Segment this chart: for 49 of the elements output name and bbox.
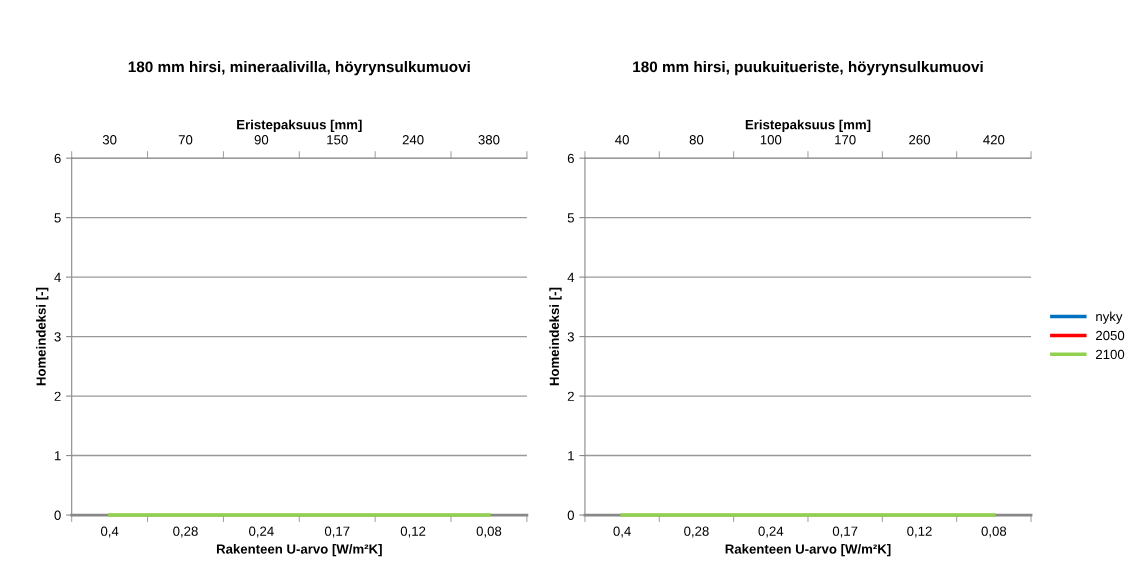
x2-axis-title: Eristepaksuus [mm] xyxy=(745,119,871,132)
y-tick-label: 0 xyxy=(54,510,61,520)
text: 380 xyxy=(478,135,500,145)
x-tick-label: 0,28 xyxy=(173,526,198,538)
chart-title: 180 mm hirsi, puukuitueriste, höyrynsulkumuovi xyxy=(633,60,983,76)
text: 100 xyxy=(760,135,782,145)
y-tick-label: 2 xyxy=(567,391,574,401)
x-tick-label: 0,08 xyxy=(476,526,502,538)
y-tick-label: 5 xyxy=(54,213,61,223)
x-tick-label: 0,4 xyxy=(100,526,119,538)
text: 30 xyxy=(102,135,117,145)
text: 80 xyxy=(689,135,704,145)
x-tick-label: 0,08 xyxy=(981,526,1007,538)
y-tick-label: 1 xyxy=(54,451,61,461)
y-tick-label: 2 xyxy=(54,391,61,401)
x-tick-label: 0,12 xyxy=(400,526,426,538)
text: 260 xyxy=(909,135,930,145)
x-tick-label: 0,24 xyxy=(758,526,784,538)
x2-axis-title: Eristepaksuus [mm] xyxy=(237,119,362,132)
y-tick-label: 6 xyxy=(567,153,574,164)
y-tick-label: 4 xyxy=(54,272,61,282)
x-axis-title: Rakenteen U-arvo [W/m²K] xyxy=(216,544,382,557)
x-tick-label: 0,24 xyxy=(249,526,274,538)
text: 150 xyxy=(327,135,348,145)
y-tick-label: 1 xyxy=(568,451,574,461)
x-tick-label: 0,28 xyxy=(684,526,709,538)
y-tick-label: 6 xyxy=(54,153,61,164)
text: 240 xyxy=(402,135,424,145)
y-tick-label: 3 xyxy=(54,332,61,342)
text: 40 xyxy=(615,135,629,145)
y-tick-label: 5 xyxy=(567,213,574,223)
legend-label: 2100 xyxy=(1096,349,1125,360)
legend-label: nyky xyxy=(1096,311,1123,324)
y-axis-title: Homeindeksi [-] xyxy=(549,287,562,386)
x-tick-label: 0,4 xyxy=(613,526,631,538)
y-axis-title: Homeindeksi [-] xyxy=(36,287,49,386)
legend-label: 2050 xyxy=(1096,330,1125,341)
y-tick-label: 0 xyxy=(567,510,574,520)
text: 90 xyxy=(254,135,269,145)
y-tick-label: 4 xyxy=(567,272,575,282)
x-tick-label: 0,17 xyxy=(324,526,350,538)
x-tick-label: 0,12 xyxy=(907,526,932,538)
x-tick-label: 0,17 xyxy=(832,526,858,538)
text: 420 xyxy=(983,135,1005,145)
text: 170 xyxy=(835,135,856,145)
chart-title: 180 mm hirsi, mineraalivilla, höyrynsulkumuovi xyxy=(128,60,470,76)
text: 70 xyxy=(178,135,193,145)
x-axis-title: Rakenteen U-arvo [W/m²K] xyxy=(725,544,891,557)
y-tick-label: 3 xyxy=(567,332,574,342)
